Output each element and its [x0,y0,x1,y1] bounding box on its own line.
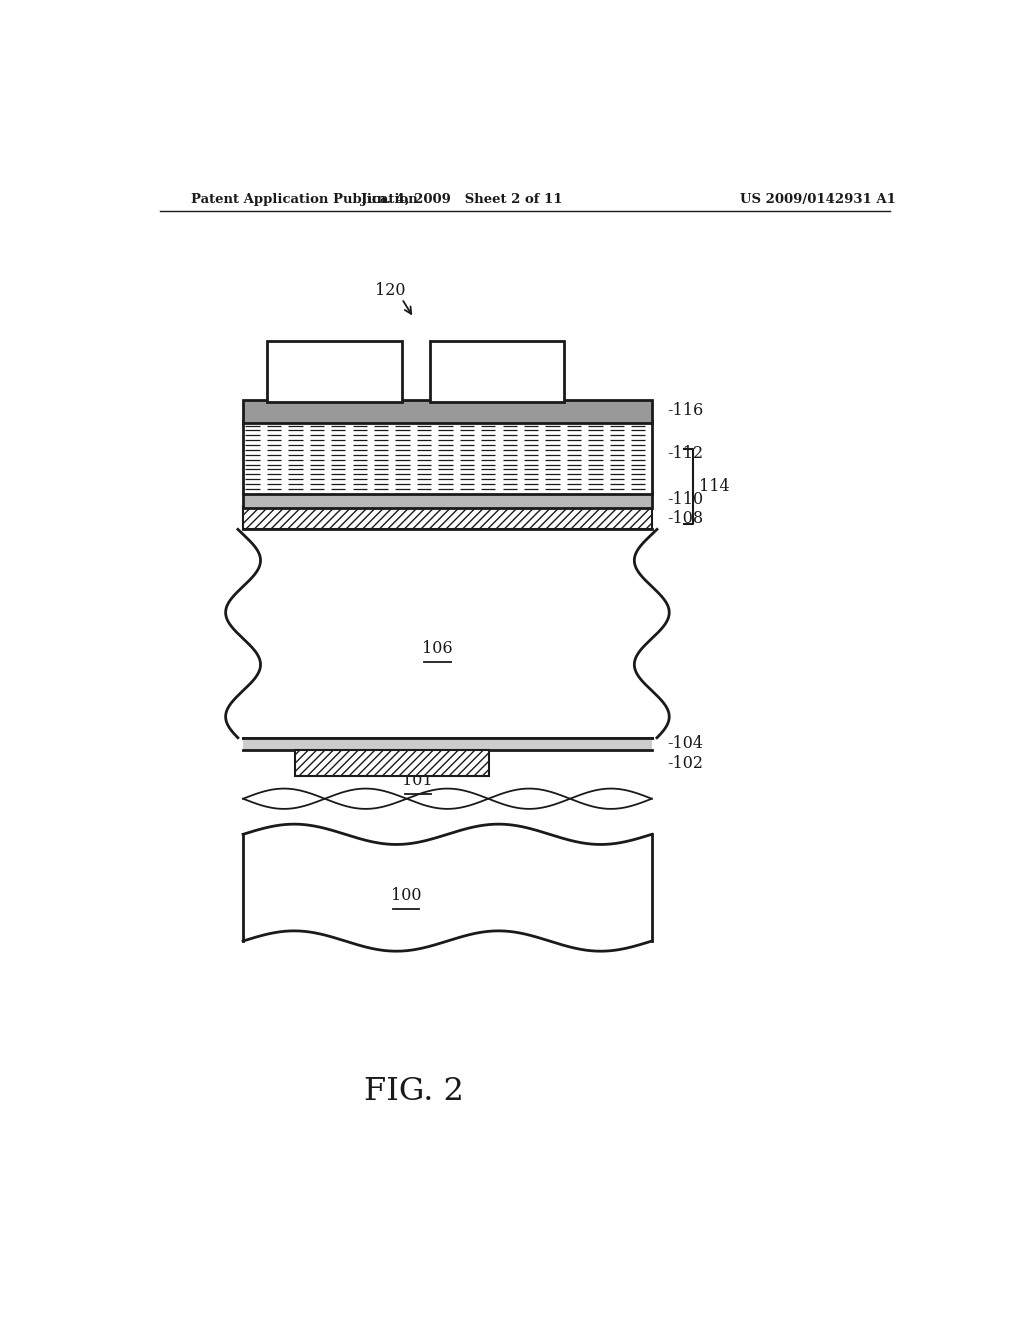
Text: 120: 120 [375,282,406,300]
Text: 106: 106 [422,640,453,657]
Text: 101: 101 [402,772,433,789]
Text: 114: 114 [699,478,730,495]
Text: Patent Application Publication: Patent Application Publication [191,193,418,206]
Bar [243,506,652,529]
Polygon shape [243,824,652,952]
Text: -110: -110 [668,491,703,508]
Bar [243,492,652,508]
Text: US 2009/0142931 A1: US 2009/0142931 A1 [740,193,896,206]
Text: -116: -116 [668,403,703,418]
Text: -104: -104 [668,735,703,752]
Text: -112: -112 [668,445,703,462]
Text: 100: 100 [390,887,421,904]
Text: 118: 118 [484,358,515,375]
Polygon shape [225,529,670,738]
Text: -108: -108 [668,510,703,527]
Text: -102: -102 [668,755,703,772]
Bar [267,342,401,403]
Bar [243,738,652,750]
Text: 118: 118 [331,358,361,375]
Bar [243,421,652,494]
Text: Jun. 4, 2009   Sheet 2 of 11: Jun. 4, 2009 Sheet 2 of 11 [360,193,562,206]
Bar [295,750,489,776]
Bar [430,342,564,403]
Text: FIG. 2: FIG. 2 [364,1076,464,1107]
Bar [243,400,652,422]
